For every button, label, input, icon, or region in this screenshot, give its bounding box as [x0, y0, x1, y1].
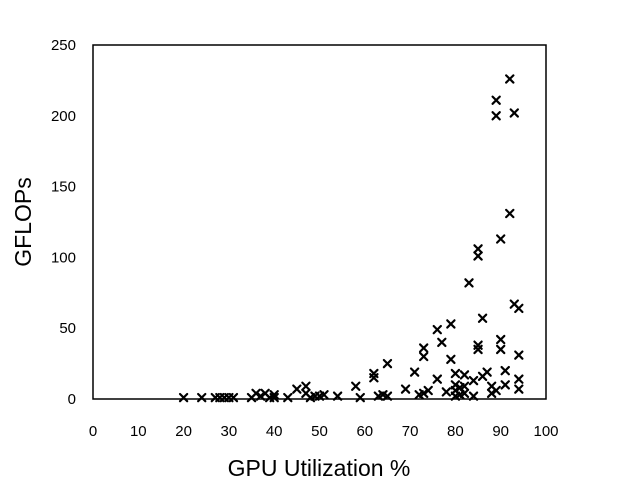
y-tick-label: 100 — [51, 249, 76, 266]
data-point — [505, 208, 515, 219]
x-tick-label: 70 — [402, 423, 419, 440]
y-tick-label: 150 — [51, 179, 76, 196]
x-axis-tick-labels: 0 10 20 30 40 50 60 70 80 90 100 — [89, 423, 559, 440]
y-tick-label: 0 — [68, 391, 76, 408]
x-tick-label: 90 — [492, 423, 509, 440]
data-point — [441, 387, 452, 397]
data-point — [509, 108, 519, 118]
x-tick-label: 100 — [533, 423, 558, 440]
data-point — [432, 324, 442, 335]
data-point — [459, 388, 470, 399]
data-point — [319, 390, 329, 400]
data-point — [269, 390, 279, 400]
x-tick-label: 60 — [356, 423, 373, 440]
y-tick-label: 200 — [51, 108, 76, 125]
y-tick-label: 50 — [59, 320, 76, 337]
x-tick-label: 30 — [221, 423, 238, 440]
data-point — [473, 344, 483, 355]
data-point — [477, 313, 488, 323]
x-tick-label: 0 — [89, 423, 97, 440]
data-point — [491, 95, 501, 105]
y-tick-label: 250 — [51, 37, 76, 54]
data-point — [332, 391, 343, 401]
data-point — [423, 385, 433, 396]
x-tick-label: 80 — [447, 423, 464, 440]
data-point — [491, 385, 501, 396]
data-point — [459, 381, 470, 391]
data-point — [473, 251, 483, 261]
data-point — [301, 381, 311, 391]
data-point — [432, 374, 442, 384]
data-point — [450, 368, 461, 379]
data-point — [514, 303, 524, 314]
data-point — [468, 375, 479, 386]
data-point — [514, 350, 524, 360]
data-point — [228, 392, 239, 403]
data-point — [496, 334, 506, 345]
x-tick-label: 20 — [175, 423, 192, 440]
data-point — [437, 337, 447, 348]
data-point — [418, 351, 429, 362]
data-point — [446, 319, 456, 329]
data-point — [355, 392, 365, 403]
data-point — [446, 354, 456, 365]
data-point — [500, 365, 510, 376]
data-point — [496, 234, 506, 244]
data-point — [496, 344, 506, 355]
x-tick-label: 40 — [266, 423, 283, 440]
data-point — [382, 391, 393, 401]
data-point — [418, 343, 429, 353]
x-tick-label: 50 — [311, 423, 328, 440]
x-tick-label: 10 — [130, 423, 147, 440]
data-point — [283, 392, 293, 403]
data-point — [197, 392, 207, 403]
data-point — [255, 391, 266, 401]
data-point — [369, 368, 379, 379]
data-point — [482, 367, 492, 377]
data-point — [400, 384, 411, 394]
data-point — [514, 384, 524, 394]
data-point — [292, 384, 302, 394]
data-point — [486, 388, 497, 399]
data-point — [505, 74, 515, 84]
data-point — [251, 388, 261, 399]
x-axis-title: GPU Utilization % — [228, 455, 411, 481]
data-point — [409, 367, 420, 377]
data-point — [473, 244, 483, 254]
data-point — [514, 374, 524, 384]
data-point — [178, 392, 189, 403]
data-point — [269, 392, 279, 403]
data-point — [464, 278, 474, 288]
data-points — [178, 74, 524, 403]
data-point — [382, 358, 393, 369]
plot-frame — [92, 44, 547, 400]
data-point — [468, 391, 479, 401]
data-point — [500, 380, 510, 390]
data-point — [351, 381, 361, 391]
y-axis-title: GFLOPs — [10, 177, 36, 266]
data-point — [491, 111, 501, 121]
y-axis-tick-labels: 0 50 100 150 200 250 — [51, 37, 76, 408]
data-point — [459, 370, 470, 380]
data-point — [418, 388, 429, 399]
